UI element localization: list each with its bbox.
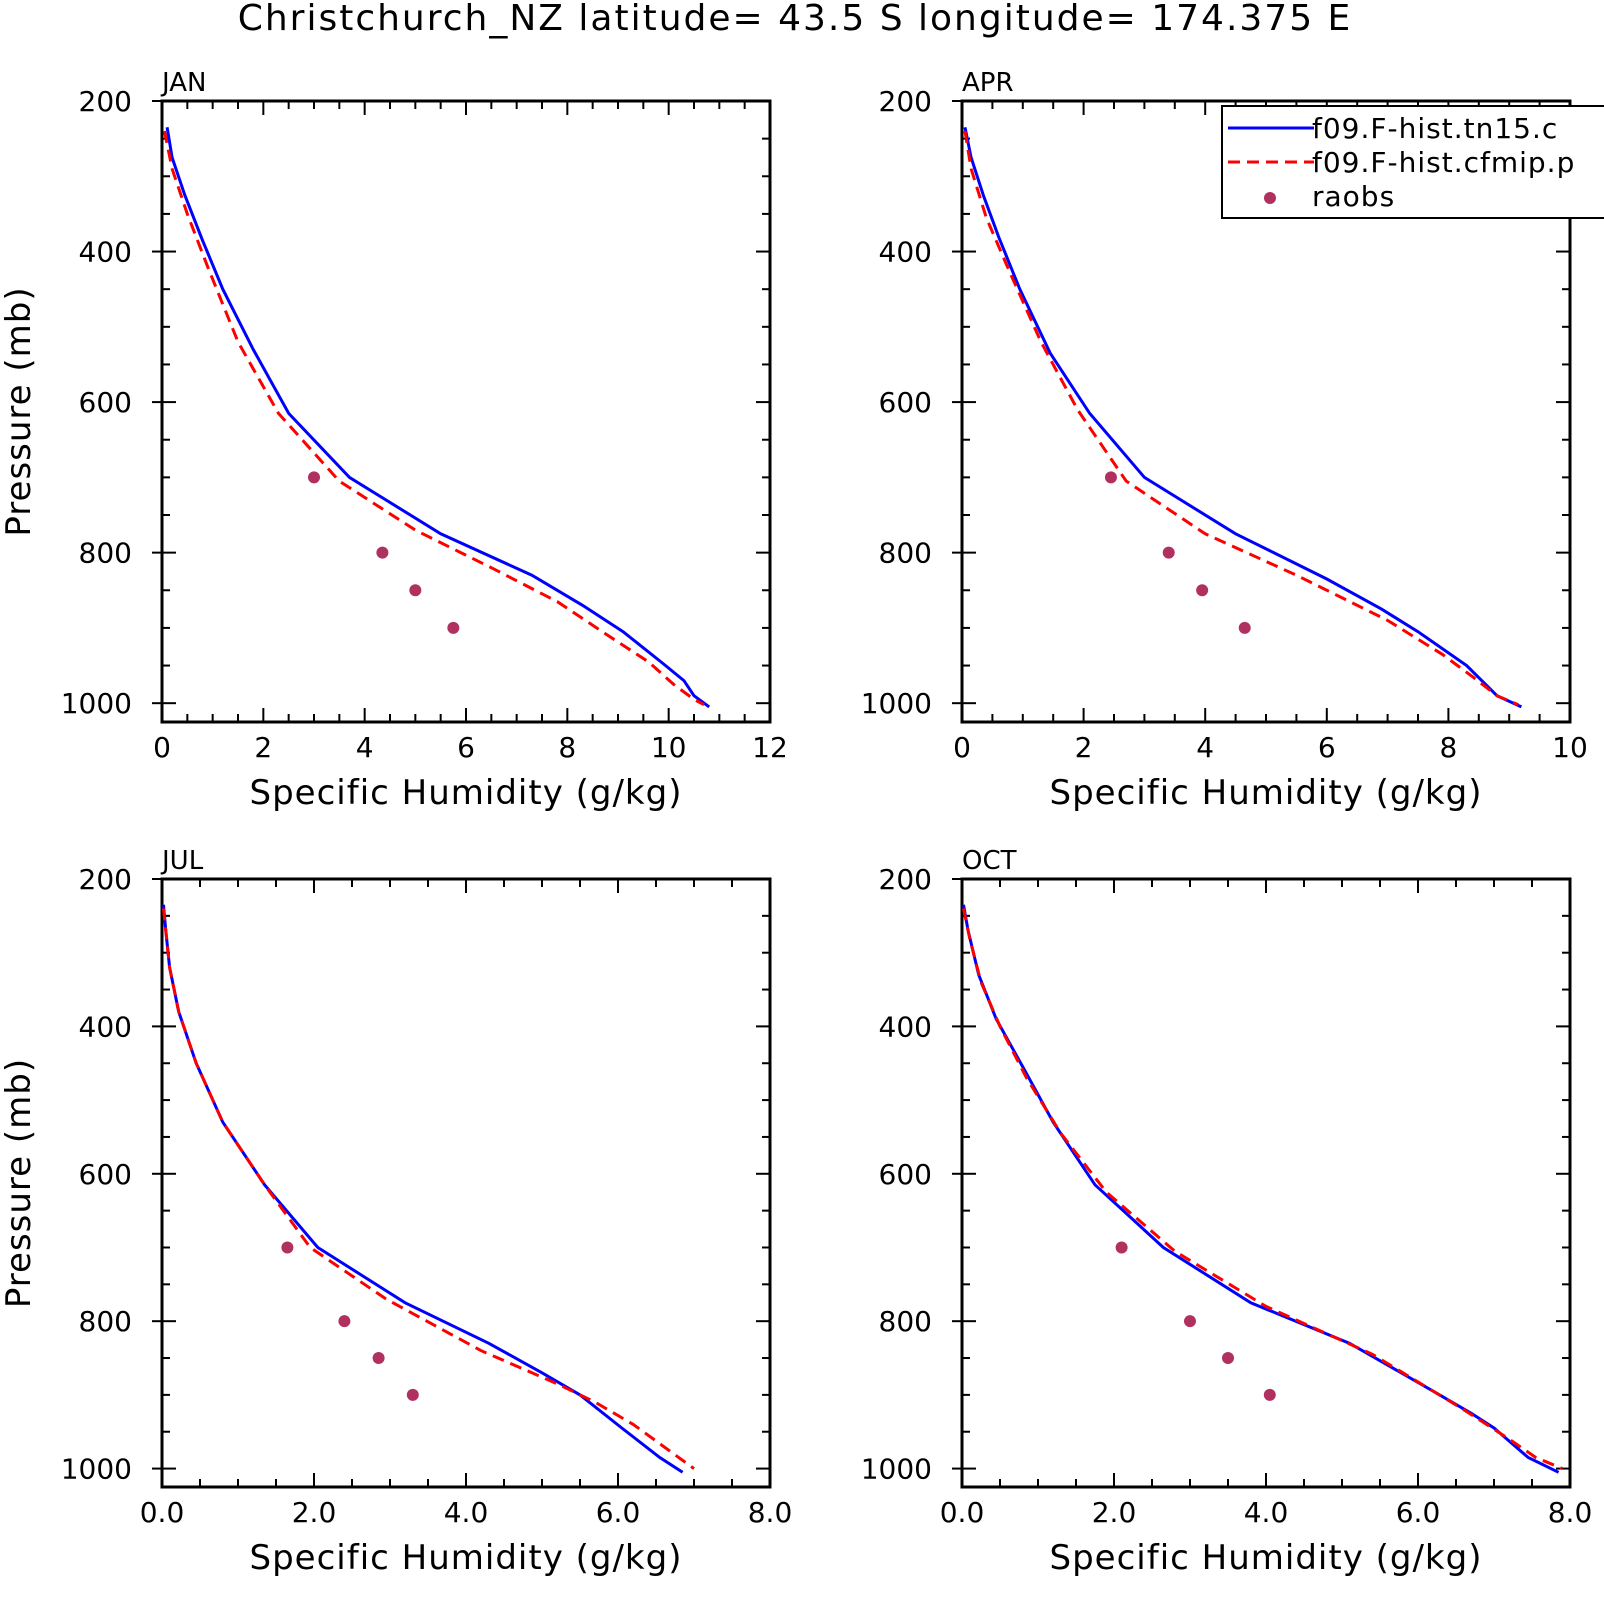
- raobs-point: [1184, 1315, 1196, 1328]
- y-tick-label: 1000: [61, 687, 132, 720]
- raobs-point: [338, 1315, 351, 1328]
- x-tick-label: 4.0: [1244, 1496, 1289, 1529]
- x-tick-label: 4: [356, 731, 374, 764]
- panel-label: OCT: [962, 846, 1017, 876]
- panels: JAN 200 400 600 800 1000 0 2 4 6 8 10 12 Specific Hum…: [0, 68, 1592, 1578]
- y-tick-label: 800: [79, 537, 132, 570]
- raobs-point: [1238, 621, 1251, 634]
- x-axis-label: Specific Humidity (g/kg): [250, 1538, 683, 1578]
- y-tick-label: 600: [879, 386, 932, 419]
- plot-frame: [160, 99, 772, 724]
- raobs-point: [1222, 1352, 1234, 1365]
- legend-label: raobs: [1312, 180, 1395, 213]
- y-axis-label: Pressure (mb): [0, 286, 39, 536]
- y-tick-label: 400: [79, 236, 132, 269]
- y-tick-label: 800: [879, 1305, 932, 1338]
- x-tick-label: 2.0: [1092, 1496, 1137, 1529]
- x-tick-label: 6: [1318, 731, 1336, 764]
- raobs-point: [1115, 1241, 1128, 1254]
- y-tick-label: 200: [879, 863, 932, 896]
- x-axis-label: Specific Humidity (g/kg): [1050, 1538, 1483, 1578]
- x-tick-label: 10: [1552, 731, 1588, 764]
- series-line-cfmip: [962, 908, 1563, 1470]
- y-axis-label: Pressure (mb): [0, 1058, 39, 1308]
- x-tick-label: 0: [153, 731, 171, 764]
- series-line-cfmip: [163, 130, 705, 707]
- x-tick-label: 10: [651, 731, 687, 764]
- y-tick-label: 200: [879, 85, 932, 118]
- y-tick-label: 1000: [61, 1453, 132, 1486]
- x-tick-label: 8: [1439, 731, 1457, 764]
- y-tick-label: 200: [79, 85, 132, 118]
- x-tick-label: 4: [1196, 731, 1214, 764]
- raobs-point: [1196, 584, 1209, 597]
- panel-jan: JAN 200 400 600 800 1000 0 2 4 6 8 10 12 Specific Hum…: [0, 68, 788, 813]
- x-tick-label: 6: [457, 731, 475, 764]
- y-tick-label: 800: [79, 1305, 132, 1338]
- raobs-point: [406, 1388, 419, 1401]
- raobs-point: [372, 1352, 385, 1365]
- x-tick-label: 8.0: [748, 1496, 793, 1529]
- x-tick-label: 4.0: [444, 1496, 489, 1529]
- y-tick-label: 400: [879, 1010, 932, 1043]
- y-tick-label: 400: [79, 1010, 132, 1043]
- raobs-point: [1104, 471, 1117, 484]
- raobs-point: [447, 621, 460, 634]
- x-tick-label: 8.0: [1548, 1496, 1593, 1529]
- x-axis-label: Specific Humidity (g/kg): [1050, 773, 1483, 813]
- x-tick-label: 6.0: [596, 1496, 641, 1529]
- panel-label: APR: [962, 68, 1014, 98]
- legend-label: f09.F-hist.tn15.c: [1312, 112, 1558, 145]
- series-line-tn15: [162, 904, 684, 1474]
- series-line-tn15: [963, 127, 1523, 709]
- plot-frame: [160, 877, 772, 1489]
- y-tick-label: 600: [79, 1158, 132, 1191]
- raobs-point: [308, 471, 320, 484]
- panel-label: JAN: [160, 68, 206, 98]
- series-line-tn15: [165, 127, 711, 709]
- series-line-cfmip: [162, 908, 695, 1470]
- y-tick-label: 1000: [861, 1453, 932, 1486]
- x-tick-label: 6.0: [1396, 1496, 1441, 1529]
- x-tick-label: 2.0: [292, 1496, 337, 1529]
- raobs-point: [1263, 1388, 1276, 1401]
- x-tick-label: 2: [1075, 731, 1093, 764]
- raobs-point: [1162, 546, 1175, 559]
- y-tick-label: 800: [879, 537, 932, 570]
- series-line-cfmip: [963, 130, 1519, 707]
- raobs-point: [409, 584, 422, 597]
- x-axis-label: Specific Humidity (g/kg): [250, 773, 683, 813]
- raobs-point: [376, 546, 389, 559]
- legend-marker-raobs: [1264, 192, 1276, 204]
- raobs-point: [281, 1241, 294, 1254]
- legend-label: f09.F-hist.cfmip.p: [1312, 146, 1575, 179]
- y-tick-label: 1000: [861, 687, 932, 720]
- series-line-tn15: [962, 904, 1560, 1474]
- x-tick-label: 0.0: [940, 1496, 985, 1529]
- x-tick-label: 2: [254, 731, 272, 764]
- y-tick-label: 600: [879, 1158, 932, 1191]
- x-tick-label: 0: [953, 731, 971, 764]
- y-tick-label: 400: [879, 236, 932, 269]
- x-tick-label: 12: [752, 731, 788, 764]
- panel-label: JUL: [160, 846, 204, 876]
- y-tick-label: 600: [79, 386, 132, 419]
- figure-title: Christchurch_NZ latitude= 43.5 S longitu…: [238, 0, 1353, 39]
- x-tick-label: 0.0: [140, 1496, 185, 1529]
- y-tick-label: 200: [79, 863, 132, 896]
- x-tick-label: 8: [558, 731, 576, 764]
